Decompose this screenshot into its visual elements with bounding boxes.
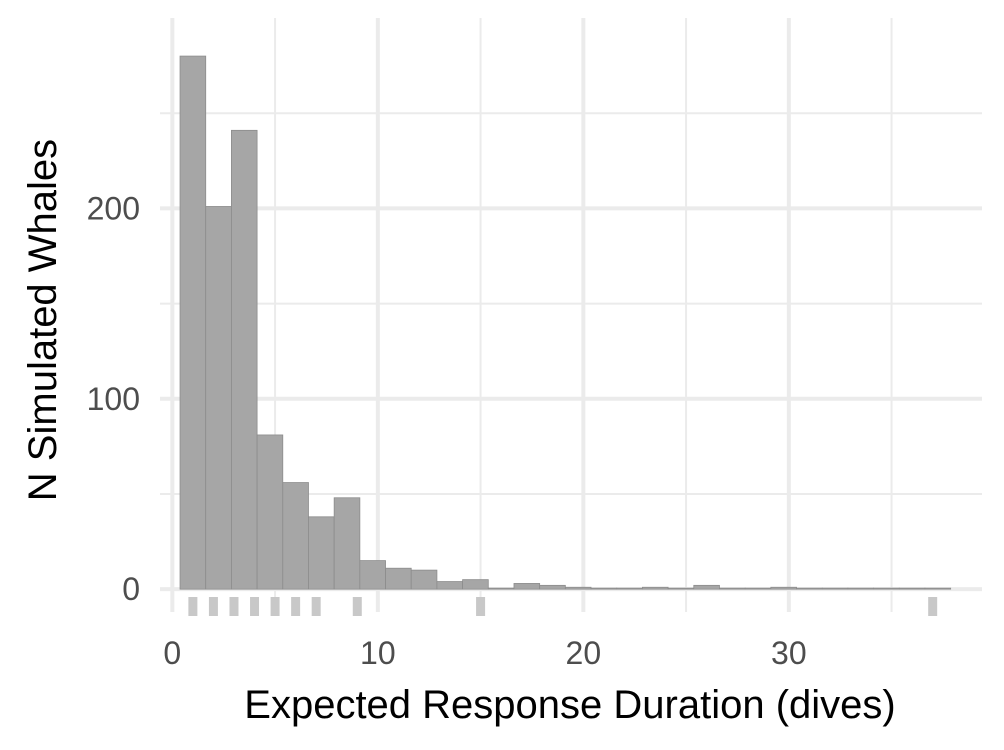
histogram-bar	[179, 55, 207, 590]
histogram-bar	[308, 516, 335, 590]
rug-mark	[208, 597, 218, 616]
histogram-bar	[898, 587, 926, 590]
histogram-bar	[564, 586, 592, 590]
histogram-bar	[256, 434, 284, 590]
x-tick-label: 30	[771, 635, 807, 671]
histogram-bar	[847, 587, 874, 590]
histogram-bar	[539, 584, 566, 590]
histogram-bar	[231, 129, 258, 590]
y-tick-label: 0	[122, 571, 140, 607]
histogram-bar	[436, 581, 463, 590]
rug-mark	[229, 597, 239, 616]
histogram-bar	[667, 587, 695, 590]
y-tick-label: 200	[87, 190, 140, 226]
histogram-bar	[282, 482, 309, 590]
rug-mark	[188, 597, 198, 616]
y-axis-title: N Simulated Whales	[21, 139, 65, 501]
rug-mark	[270, 597, 280, 616]
x-axis-title: Expected Response Duration (dives)	[244, 683, 895, 727]
histogram-bar	[770, 586, 797, 590]
x-tick-label: 10	[360, 635, 396, 671]
histogram-bars	[179, 55, 952, 590]
rug-marks	[188, 597, 938, 616]
histogram-bar	[924, 587, 952, 590]
histogram-bar	[616, 587, 643, 590]
histogram-bar	[796, 587, 823, 590]
histogram-bar	[821, 587, 849, 590]
histogram-bar	[333, 497, 361, 590]
histogram-bar	[744, 587, 772, 590]
histogram-bar	[719, 587, 746, 590]
x-axis-ticks: 0 10 20 30	[163, 635, 806, 671]
histogram-bar	[693, 584, 720, 590]
histogram-bar	[513, 583, 541, 590]
y-axis-ticks: 0 100 200	[87, 190, 140, 607]
rug-mark	[352, 597, 362, 616]
rug-mark	[928, 597, 938, 616]
rug-mark	[250, 597, 260, 616]
histogram-bar	[385, 567, 412, 590]
histogram-bar	[873, 587, 900, 590]
histogram-bar	[462, 579, 489, 590]
histogram-bar	[487, 587, 515, 590]
x-tick-label: 20	[566, 635, 602, 671]
rug-mark	[291, 597, 301, 616]
histogram-bar	[410, 569, 438, 590]
histogram-bar	[205, 206, 232, 590]
y-tick-label: 100	[87, 381, 140, 417]
x-tick-label: 0	[163, 635, 181, 671]
histogram-bar	[590, 587, 618, 590]
rug-mark	[476, 597, 486, 616]
histogram-bar	[642, 586, 669, 590]
histogram-bar	[359, 560, 386, 590]
rug-mark	[311, 597, 321, 616]
